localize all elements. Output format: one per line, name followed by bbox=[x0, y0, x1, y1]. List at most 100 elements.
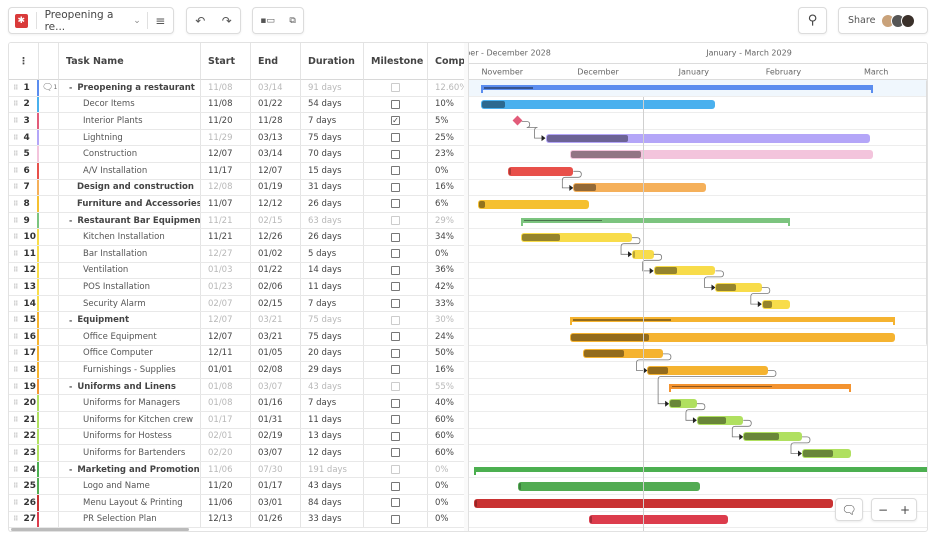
menu-icon[interactable]: ≡ bbox=[155, 13, 166, 28]
start-cell[interactable]: 11/08 bbox=[201, 96, 251, 113]
table-row[interactable]: ⠿ 19- Uniforms and Linens 01/08 03/07 43 days… bbox=[9, 378, 464, 396]
end-cell[interactable]: 01/05 bbox=[251, 345, 301, 362]
comments-cell[interactable] bbox=[39, 412, 59, 428]
task-name-cell[interactable]: Uniforms for Kitchen crew bbox=[59, 412, 201, 428]
milestone-checkbox[interactable] bbox=[391, 149, 400, 159]
task-name-cell[interactable]: Ventilation bbox=[59, 262, 201, 279]
complete-cell[interactable]: 0% bbox=[428, 462, 464, 478]
comments-cell[interactable] bbox=[39, 113, 59, 129]
duration-cell[interactable]: 75 days bbox=[301, 129, 364, 146]
drag-handle-icon[interactable]: ⠿ bbox=[13, 83, 19, 92]
task-bar[interactable] bbox=[588, 515, 728, 525]
milestone-checkbox[interactable] bbox=[391, 514, 400, 524]
drag-handle-icon[interactable]: ⠿ bbox=[13, 399, 19, 408]
table-row[interactable]: ⠿ 8 Furniture and Accessories 11/07 12/12 26 … bbox=[9, 196, 464, 213]
collapse-icon[interactable]: - bbox=[69, 465, 73, 475]
task-name-header[interactable]: Task Name bbox=[59, 43, 201, 80]
task-name-cell[interactable]: - Preopening a restaurant bbox=[59, 80, 201, 96]
duration-cell[interactable]: 33 days bbox=[301, 511, 364, 528]
duration-cell[interactable]: 43 days bbox=[301, 378, 364, 395]
end-cell[interactable]: 01/17 bbox=[251, 478, 301, 494]
complete-cell[interactable]: 5% bbox=[428, 113, 464, 129]
drag-handle-icon[interactable]: ⠿ bbox=[13, 116, 19, 125]
drag-handle-icon[interactable]: ⠿ bbox=[13, 133, 19, 142]
comments-cell[interactable] bbox=[39, 229, 59, 245]
start-cell[interactable]: 11/17 bbox=[201, 163, 251, 179]
drag-handle-icon[interactable]: ⠿ bbox=[13, 282, 19, 291]
undo-icon[interactable]: ↶ bbox=[195, 13, 206, 28]
summary-bar[interactable] bbox=[474, 466, 927, 472]
task-bar[interactable] bbox=[653, 266, 716, 276]
start-cell[interactable]: 12/07 bbox=[201, 312, 251, 328]
task-name-cell[interactable]: Lightning bbox=[59, 129, 201, 146]
milestone-checkbox[interactable] bbox=[391, 265, 400, 275]
drag-handle-icon[interactable]: ⠿ bbox=[13, 316, 19, 325]
duration-cell[interactable]: 5 days bbox=[301, 246, 364, 262]
table-row[interactable]: ⠿ 18 Furnishings - Supplies 01/01 02/08 29 da… bbox=[9, 362, 464, 379]
task-name-cell[interactable]: - Equipment bbox=[59, 312, 201, 328]
task-bar[interactable] bbox=[669, 399, 697, 409]
comments-cell[interactable] bbox=[39, 279, 59, 295]
table-row[interactable]: ⠿ 24 - Marketing and Promotion 11/06 07/30 191… bbox=[9, 461, 464, 479]
end-cell[interactable]: 03/13 bbox=[251, 129, 301, 146]
end-header[interactable]: End bbox=[251, 43, 301, 80]
milestone-checkbox[interactable] bbox=[391, 415, 400, 425]
complete-cell[interactable]: 50% bbox=[428, 346, 464, 362]
milestone-checkbox[interactable] bbox=[391, 199, 400, 209]
zoom-in-button[interactable]: + bbox=[899, 502, 911, 517]
end-cell[interactable]: 03/07 bbox=[251, 378, 301, 395]
table-row[interactable]: ⠿ 5 Construction 12/07 03/14 70 days 23% bbox=[9, 146, 464, 163]
duration-cell[interactable]: 191 days bbox=[301, 461, 364, 478]
start-cell[interactable]: 12/07 bbox=[201, 329, 251, 345]
task-name-cell[interactable]: POS Installation bbox=[59, 279, 201, 295]
end-cell[interactable]: 03/07 bbox=[251, 445, 301, 461]
drag-handle-icon[interactable]: ⠿ bbox=[13, 515, 19, 524]
duration-cell[interactable]: 7 days bbox=[301, 395, 364, 411]
duration-cell[interactable]: 26 days bbox=[301, 229, 364, 245]
collapse-icon[interactable]: - bbox=[69, 315, 73, 325]
table-row[interactable]: ⠿ 16 Office Equipment 12/07 03/21 75 days 24% bbox=[9, 329, 464, 346]
start-cell[interactable]: 11/29 bbox=[201, 129, 251, 146]
start-cell[interactable]: 02/07 bbox=[201, 295, 251, 312]
duration-cell[interactable]: 12 days bbox=[301, 445, 364, 461]
task-name-cell[interactable]: Kitchen Installation bbox=[59, 229, 201, 245]
complete-cell[interactable]: 23% bbox=[428, 146, 464, 162]
comments-cell[interactable] bbox=[39, 395, 59, 411]
start-cell[interactable]: 11/07 bbox=[201, 196, 251, 212]
complete-cell[interactable]: 55% bbox=[428, 379, 464, 395]
drag-handle-icon[interactable]: ⠿ bbox=[13, 482, 19, 491]
comments-cell[interactable] bbox=[39, 262, 59, 279]
drag-handle-icon[interactable]: ⠿ bbox=[13, 216, 19, 225]
start-cell[interactable]: 01/01 bbox=[201, 362, 251, 378]
task-name-cell[interactable]: - Marketing and Promotion bbox=[59, 461, 201, 478]
table-row[interactable]: ⠿ 25 Logo and Name 11/20 01/17 43 days 0% bbox=[9, 478, 464, 495]
complete-cell[interactable]: 0% bbox=[428, 478, 464, 494]
search-button[interactable]: ⚲ bbox=[798, 7, 827, 34]
milestone-checkbox[interactable] bbox=[391, 448, 400, 458]
task-bar[interactable] bbox=[570, 150, 874, 160]
task-name-cell[interactable]: Decor Items bbox=[59, 96, 201, 113]
share-button[interactable]: Share bbox=[838, 7, 928, 34]
comments-cell[interactable] bbox=[39, 146, 59, 162]
milestone-checkbox[interactable] bbox=[391, 182, 400, 192]
task-name-cell[interactable]: Logo and Name bbox=[59, 478, 201, 494]
pane-resizer[interactable] bbox=[464, 43, 468, 531]
duration-cell[interactable]: 11 days bbox=[301, 412, 364, 428]
drag-handle-icon[interactable]: ⠿ bbox=[13, 233, 19, 242]
task-bar[interactable] bbox=[508, 166, 574, 176]
horizontal-scrollbar[interactable] bbox=[11, 528, 189, 531]
table-row[interactable]: ⠿ 12 Ventilation 01/03 01/22 14 days 36% bbox=[9, 262, 464, 280]
task-name-cell[interactable]: Furnishings - Supplies bbox=[59, 362, 201, 378]
end-cell[interactable]: 02/19 bbox=[251, 428, 301, 445]
table-row[interactable]: ⠿ 9- Restaurant Bar Equipment 11/21 02/15 63 … bbox=[9, 212, 464, 230]
drag-handle-icon[interactable]: ⠿ bbox=[13, 332, 19, 341]
drag-handle-icon[interactable]: ⠿ bbox=[13, 365, 19, 374]
comments-cell[interactable] bbox=[39, 196, 59, 212]
complete-cell[interactable]: 30% bbox=[428, 312, 464, 328]
drag-handle-icon[interactable]: ⠿ bbox=[13, 100, 19, 109]
start-cell[interactable]: 01/17 bbox=[201, 412, 251, 428]
collapse-icon[interactable]: - bbox=[69, 216, 73, 226]
complete-cell[interactable]: 0% bbox=[428, 163, 464, 179]
task-name-cell[interactable]: Furniture and Accessories bbox=[59, 196, 201, 212]
start-cell[interactable]: 02/01 bbox=[201, 428, 251, 445]
